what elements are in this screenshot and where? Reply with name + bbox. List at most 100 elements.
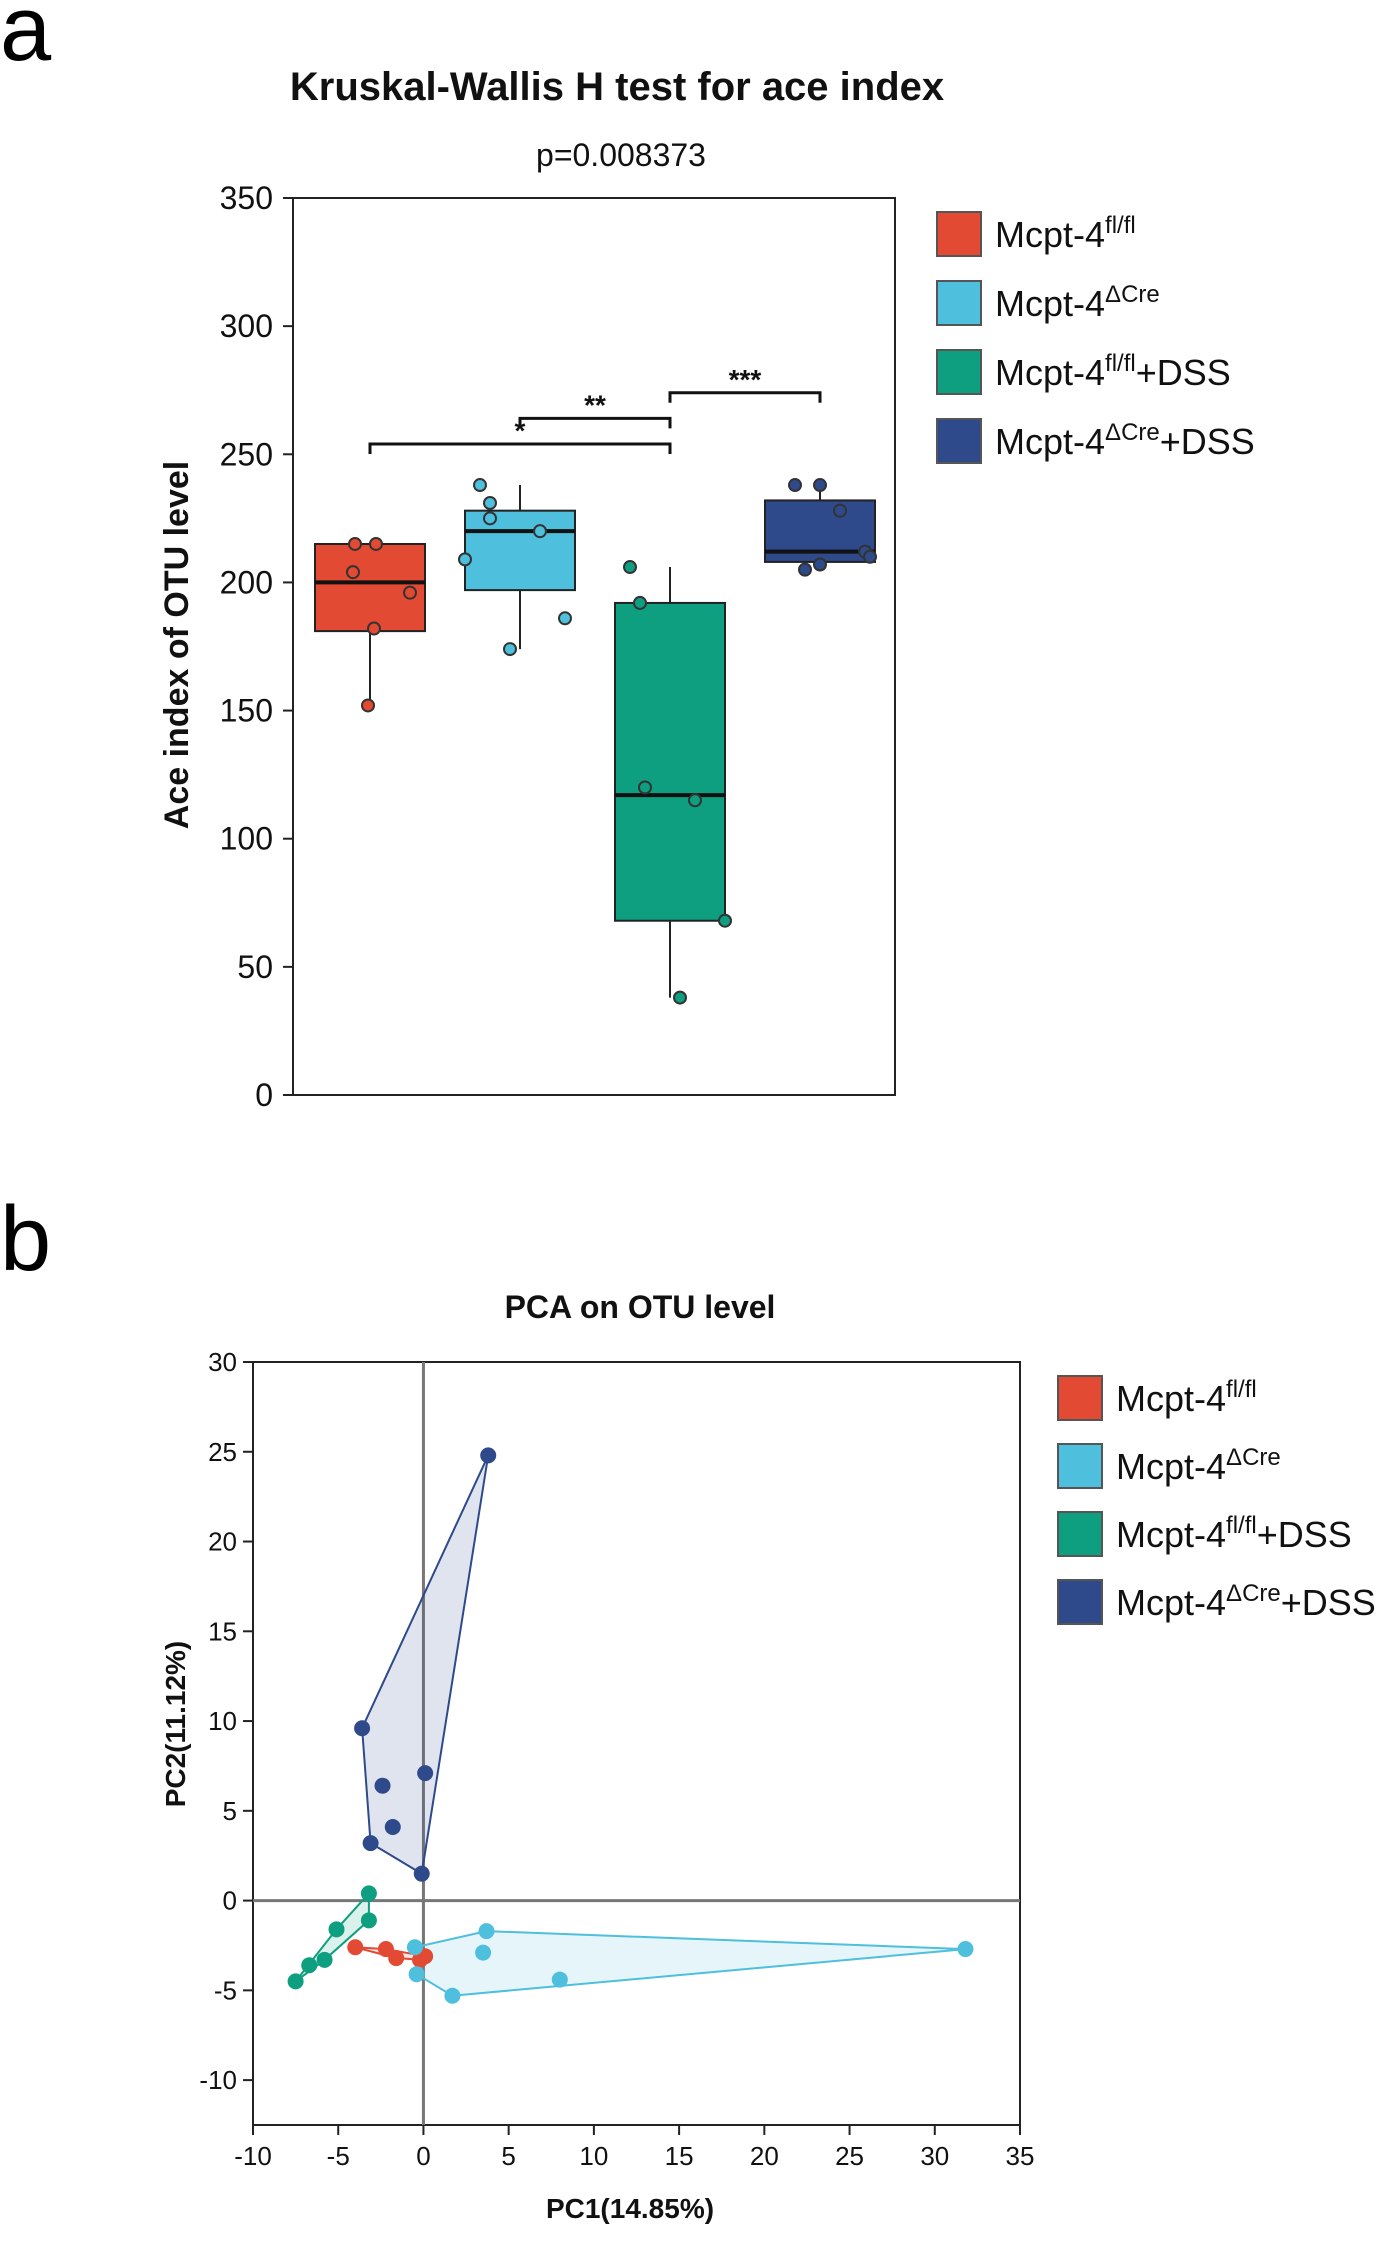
legend-superscript: fl/fl [1105, 350, 1136, 377]
data-point [788, 478, 802, 493]
legend-label: Mcpt-4fl/fl [995, 212, 1136, 255]
y-tick-label: 20 [208, 1527, 237, 1557]
y-tick-label: 25 [208, 1437, 237, 1467]
significance-stars: * [515, 415, 526, 446]
scatter-point [957, 1941, 974, 1958]
data-point [503, 642, 517, 657]
scatter-point [551, 1971, 568, 1988]
scatter-point [347, 1939, 364, 1956]
panel-a-label: a [0, 0, 52, 80]
x-tick-label: 30 [920, 2141, 949, 2171]
box-plot-subtitle: p=0.008373 [536, 137, 706, 173]
y-tick-label: -5 [214, 1975, 237, 2005]
scatter-point [360, 1912, 377, 1929]
y-tick-label: 30 [208, 1347, 237, 1377]
x-tick-label: 15 [665, 2141, 694, 2171]
legend-label: Mcpt-4fl/fl [1116, 1376, 1257, 1419]
legend-superscript: fl/fl [1105, 212, 1136, 239]
scatter-point [362, 1835, 379, 1852]
data-point [348, 536, 362, 551]
scatter-point [316, 1951, 333, 1968]
y-tick-label: -10 [199, 2065, 237, 2095]
data-point [533, 524, 547, 539]
legend-swatch [936, 280, 982, 326]
y-tick-label: 10 [208, 1706, 237, 1736]
x-tick-label: 20 [750, 2141, 779, 2171]
scatter-point [417, 1765, 434, 1782]
box-plot-title: Kruskal-Wallis H test for ace index [290, 65, 944, 109]
data-point [483, 511, 497, 526]
legend-label: Mcpt-4ΔCre+DSS [995, 419, 1255, 462]
scatter-point [360, 1885, 377, 1902]
scatter-point [478, 1923, 495, 1940]
legend-swatch [1057, 1443, 1103, 1489]
legend-swatch [936, 418, 982, 464]
legend-label: Mcpt-4ΔCre [995, 281, 1160, 324]
x-tick-label: 35 [1006, 2141, 1035, 2171]
data-point [638, 780, 652, 795]
significance-bracket [668, 391, 822, 403]
significance-bracket [368, 442, 672, 455]
significance-stars: *** [729, 364, 762, 395]
legend-name: Mcpt-4 [995, 421, 1105, 462]
data-point [367, 621, 381, 636]
x-tick-label: 10 [579, 2141, 608, 2171]
y-tick-label: 50 [237, 949, 273, 985]
y-tick-label: 350 [220, 180, 273, 216]
scatter-point [475, 1944, 492, 1961]
box-plot-y-axis-label: Ace index of OTU level [158, 461, 196, 829]
legend-label: Mcpt-4fl/fl+DSS [995, 350, 1231, 393]
y-tick-label: 200 [220, 564, 273, 600]
box [464, 509, 576, 592]
y-tick-label: 5 [223, 1796, 237, 1826]
data-point [813, 557, 827, 572]
data-point [718, 913, 732, 928]
x-tick-label: 25 [835, 2141, 864, 2171]
data-point [361, 698, 375, 713]
legend-name: Mcpt-4 [1116, 1378, 1226, 1419]
y-tick-label: 0 [223, 1886, 237, 1916]
data-point [813, 478, 827, 493]
legend-superscript: ΔCre [1105, 281, 1160, 308]
legend-label: Mcpt-4ΔCre+DSS [1116, 1580, 1376, 1623]
group-hull [361, 1454, 490, 1876]
scatter-point [328, 1921, 345, 1938]
data-point [863, 549, 877, 564]
box [614, 601, 726, 922]
legend-label: Mcpt-4ΔCre [1116, 1444, 1281, 1487]
data-point [633, 595, 647, 610]
y-tick-label: 300 [220, 308, 273, 344]
legend-swatch [1057, 1375, 1103, 1421]
scatter-point [480, 1447, 497, 1464]
data-point [458, 552, 472, 567]
pca-x-axis-label: PC1(14.85%) [546, 2193, 714, 2224]
legend-swatch [1057, 1579, 1103, 1625]
box-plot-chart: Kruskal-Wallis H test for ace index p=0.… [158, 65, 1255, 1113]
legend-name: Mcpt-4 [995, 214, 1105, 255]
y-tick-label: 15 [208, 1616, 237, 1646]
pca-title: PCA on OTU level [505, 1289, 776, 1325]
legend-suffix: +DSS [1160, 421, 1255, 462]
box-plot-frame [292, 197, 896, 1096]
scatter-point [444, 1987, 461, 2004]
legend-superscript: ΔCre [1105, 419, 1160, 446]
scatter-point [374, 1777, 391, 1794]
data-point [403, 585, 417, 600]
scatter-point [388, 1950, 405, 1967]
legend-name: Mcpt-4 [995, 352, 1105, 393]
group-hull [413, 1930, 966, 1997]
x-tick-label: -5 [327, 2141, 350, 2171]
legend-superscript: fl/fl [1226, 1376, 1257, 1403]
data-point [833, 503, 847, 518]
legend-name: Mcpt-4 [995, 283, 1105, 324]
data-point [623, 560, 637, 575]
legend-suffix: +DSS [1136, 352, 1231, 393]
data-point [688, 793, 702, 808]
pca-frame [252, 1361, 1021, 2126]
scatter-point [301, 1957, 318, 1974]
scatter-point [384, 1818, 401, 1835]
legend-label: Mcpt-4fl/fl+DSS [1116, 1512, 1352, 1555]
x-tick-label: -10 [234, 2141, 272, 2171]
significance-stars: ** [584, 389, 606, 420]
x-tick-label: 5 [501, 2141, 515, 2171]
